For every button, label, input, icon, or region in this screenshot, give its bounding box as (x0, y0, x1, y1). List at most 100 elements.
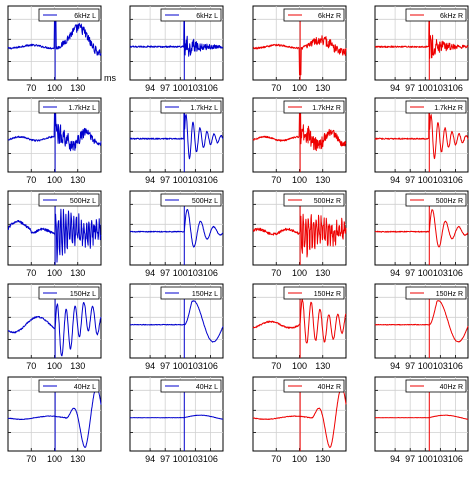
x-tick-label: 100 (292, 83, 307, 93)
x-tick-label: 94 (390, 361, 400, 371)
legend-box (38, 193, 100, 207)
x-tick-label: 103 (188, 454, 203, 464)
legend-label: 1.7kHz R (434, 105, 463, 112)
panel-r3-c3: 70 100 130 500Hz R (252, 190, 347, 278)
legend-box (405, 286, 467, 300)
x-tick-label: 70 (26, 454, 36, 464)
x-tick-label: 130 (70, 175, 85, 185)
x-tick-label: 103 (188, 268, 203, 278)
legend-label: 150Hz R (314, 291, 341, 298)
x-tick-label: 70 (271, 83, 281, 93)
legend-label: 150Hz L (70, 291, 96, 298)
x-tick-label: 100 (47, 268, 62, 278)
legend-label: 500Hz R (314, 198, 341, 205)
x-tick-label: 106 (448, 268, 463, 278)
legend-label: 6kHz L (196, 13, 218, 20)
waveform-trace (374, 414, 469, 420)
legend-box (160, 8, 222, 22)
legend-label: 6kHz L (74, 13, 96, 20)
panel-r2-c1: 70 100 130 1.7kHz L (7, 97, 102, 185)
x-tick-label: 103 (188, 83, 203, 93)
x-tick-label: 106 (203, 454, 218, 464)
legend-label: 40Hz L (74, 384, 96, 391)
waveform-trace (374, 300, 469, 343)
x-tick-label: 100 (418, 175, 433, 185)
legend-box (38, 8, 100, 22)
x-tick-label: 94 (390, 454, 400, 464)
waveform-trace (129, 108, 224, 160)
waveform-trace (252, 387, 347, 448)
legend-box (405, 379, 467, 393)
x-tick-label: 106 (448, 361, 463, 371)
panel-r1-c2: 94 97 100 103 106 6kHz L (129, 5, 224, 93)
x-tick-label: 94 (390, 175, 400, 185)
legend-box (405, 100, 467, 114)
legend-box (283, 286, 345, 300)
x-tick-label: 100 (418, 83, 433, 93)
x-tick-label: 100 (418, 454, 433, 464)
legend-label: 40Hz R (318, 384, 341, 391)
panel-r3-c1: 70 100 130 500Hz L (7, 190, 102, 278)
x-tick-label: 100 (173, 268, 188, 278)
panel-r2-c3: 70 100 130 1.7kHz R (252, 97, 347, 185)
x-tick-label: 103 (433, 361, 448, 371)
legend-box (283, 8, 345, 22)
x-tick-label: 130 (315, 83, 330, 93)
x-tick-label: 130 (315, 268, 330, 278)
waveform-trace (374, 16, 469, 59)
x-tick-label: 97 (405, 454, 415, 464)
waveform-trace (7, 302, 102, 357)
legend-label: 500Hz L (70, 198, 96, 205)
x-tick-label: 100 (292, 268, 307, 278)
panel-r4-c3: 70 100 130 150Hz R (252, 283, 347, 371)
x-tick-label: 100 (418, 268, 433, 278)
panel-r2-c4: 94 97 100 103 106 1.7kHz R (374, 97, 469, 185)
legend-label: 1.7kHz L (68, 105, 96, 112)
x-tick-label: 100 (173, 175, 188, 185)
x-tick-label: 97 (160, 268, 170, 278)
x-tick-label: 103 (433, 268, 448, 278)
x-tick-label: 100 (47, 454, 62, 464)
legend-label: 6kHz R (440, 13, 463, 20)
x-tick-label: 97 (405, 175, 415, 185)
x-tick-label: 106 (448, 83, 463, 93)
x-tick-label: 100 (292, 361, 307, 371)
legend-box (283, 193, 345, 207)
x-tick-label: 100 (418, 361, 433, 371)
legend-box (160, 193, 222, 207)
waveform-trace (374, 209, 469, 248)
legend-label: 1.7kHz R (312, 105, 341, 112)
x-tick-label: 70 (26, 361, 36, 371)
panel-r5-c2: 94 97 100 103 106 40Hz L (129, 376, 224, 464)
x-tick-label: 106 (203, 175, 218, 185)
panel-r4-c1: 70 100 130 150Hz L (7, 283, 102, 371)
x-tick-label: 94 (145, 454, 155, 464)
x-tick-label: 97 (160, 175, 170, 185)
panel-r4-c2: 94 97 100 103 106 150Hz L (129, 283, 224, 371)
x-tick-label: 130 (70, 83, 85, 93)
x-tick-label: 97 (405, 83, 415, 93)
legend-label: 40Hz R (440, 384, 463, 391)
panel-r1-c1: 70 100 130 6kHz L (7, 5, 102, 93)
legend-label: 40Hz L (196, 384, 218, 391)
x-tick-label: 106 (203, 361, 218, 371)
legend-label: 1.7kHz L (190, 105, 218, 112)
x-tick-label: 130 (315, 454, 330, 464)
panel-r2-c2: 94 97 100 103 106 1.7kHz L (129, 97, 224, 185)
legend-box (160, 379, 222, 393)
legend-box (405, 193, 467, 207)
waveform-trace (129, 414, 224, 420)
waveform-trace (374, 108, 469, 160)
panel-r1-c4: 94 97 100 103 106 6kHz R (374, 5, 469, 93)
x-tick-label: 100 (173, 454, 188, 464)
panel-r1-c3: 70 100 130 6kHz R (252, 5, 347, 93)
legend-box (405, 8, 467, 22)
x-tick-label: 100 (47, 361, 62, 371)
x-tick-label: 70 (26, 175, 36, 185)
x-tick-label: 100 (292, 454, 307, 464)
x-tick-label: 70 (271, 175, 281, 185)
legend-box (283, 100, 345, 114)
x-tick-label: 94 (390, 83, 400, 93)
